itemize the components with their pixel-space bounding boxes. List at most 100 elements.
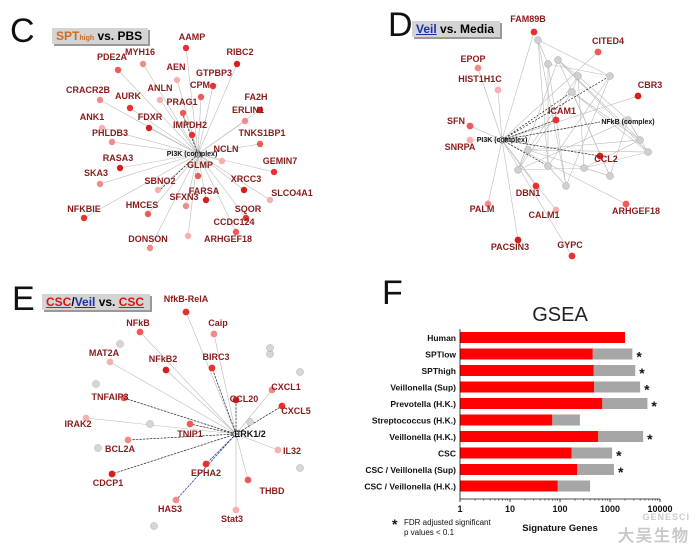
gene-node [514,236,522,244]
network-edge [571,91,641,141]
network-c-edges [83,47,275,249]
gene-label: NCLN [214,144,239,154]
network-edge [117,69,199,155]
gene-label: BIRC3 [202,352,229,362]
gene-label: SNRPA [445,142,476,152]
center-node [498,136,506,144]
network-edge [501,139,627,205]
gene-node [182,308,190,316]
network-edge [527,149,649,153]
panel-e-title-veil: Veil [74,295,96,309]
category-label: SPThigh [422,366,456,376]
network-edge-blue [175,433,237,501]
gene-node [278,402,286,410]
network-e-labels: NfkB-RelA NFkB Caip MAT2A NFkB2 BIRC3 TNFAIP3 C… [64,294,310,524]
panel-d-title-veil: Veil [416,22,437,36]
gene-label: NfkB-RelA [164,294,209,304]
network-edge [185,47,199,155]
watermark-latin: GENESCI [642,512,690,522]
gene-label: IL32 [283,446,301,456]
gene-node [145,124,153,132]
gene-label: TNIP1 [177,429,203,439]
grey-node [296,464,304,472]
grey-node [92,380,100,388]
network-edge [583,139,641,169]
gene-label: CITED4 [592,36,624,46]
gene-label: HAS3 [158,504,182,514]
network-edge [197,153,237,233]
bar-grey [602,398,648,409]
network-edge [185,311,237,435]
legend-star: * [392,516,398,532]
significance-star: * [647,431,653,447]
grey-node [246,418,254,426]
network-edge [537,39,567,187]
gene-label: BCL2A [105,444,136,454]
panel-d-label: D [388,6,413,44]
grey-node [606,72,614,80]
network-edge [235,433,279,451]
gene-label: ERLIN1 [232,105,264,115]
network-edge [565,75,611,187]
gene-label: FARSA [189,186,220,196]
legend-text-1: FDR adjusted significant [404,518,491,527]
panel-d-title-rest: vs. Media [436,22,495,36]
grey-node [146,420,154,428]
gene-label: TNFAIP3 [91,392,128,402]
gene-label: EPHA2 [191,468,221,478]
gene-label: NFKBIE [67,204,101,214]
gsea-chart: GSEA Human SPTlow * SPThigh * Veillonella (Sup… [364,304,672,537]
network-edge [517,119,629,171]
category-label: Human [427,333,456,343]
gene-label: AAMP [179,32,206,42]
gene-node [622,200,630,208]
grey-node [116,340,124,348]
network-edge [197,63,238,155]
network-edge-dashed [211,367,237,435]
network-edge [497,89,503,141]
significance-star: * [636,349,642,365]
panel-c-label: C [10,12,35,50]
network-edge [527,139,641,151]
category-label: Veillonella (Sup) [390,383,456,393]
gene-label: MYH16 [125,47,155,57]
gene-node [232,506,240,514]
network-edge-dashed [501,121,601,141]
bar-red [460,348,593,360]
network-edge [129,107,199,155]
gene-label: FAM89B [510,14,546,24]
gene-node [182,202,190,210]
network-edge [557,59,641,141]
network-edge-dashed [235,405,283,435]
gene-node [126,104,134,112]
panel-e-title-vs: vs. [95,295,119,309]
grey-node [514,166,522,174]
gene-node [270,168,278,176]
network-edge [197,153,275,173]
bar-red [460,447,572,459]
grey-node [568,88,576,96]
gene-label: GTPBP3 [196,68,232,78]
network-edge [235,433,249,481]
grey-node [624,116,632,124]
panel-c-title: SPThigh vs. PBS [52,28,149,44]
bar-red [460,381,595,393]
grey-node [266,344,274,352]
category-label: Prevotella (H.K.) [390,399,456,409]
bar-grey [598,431,644,442]
network-d-edges [469,31,649,257]
grey-node [150,522,158,530]
x-tick-label: 1000 [600,504,620,514]
panel-c-title-rest: vs. PBS [94,29,143,43]
network-edge [148,127,199,155]
gene-node [240,186,248,194]
bar-grey [552,414,580,426]
significance-star: * [651,398,657,414]
gene-label: GYPC [557,240,583,250]
gene-label: ICAM1 [548,106,576,116]
network-edge [571,91,611,177]
network-edge [537,39,549,167]
network-edge-dashed [501,91,573,141]
